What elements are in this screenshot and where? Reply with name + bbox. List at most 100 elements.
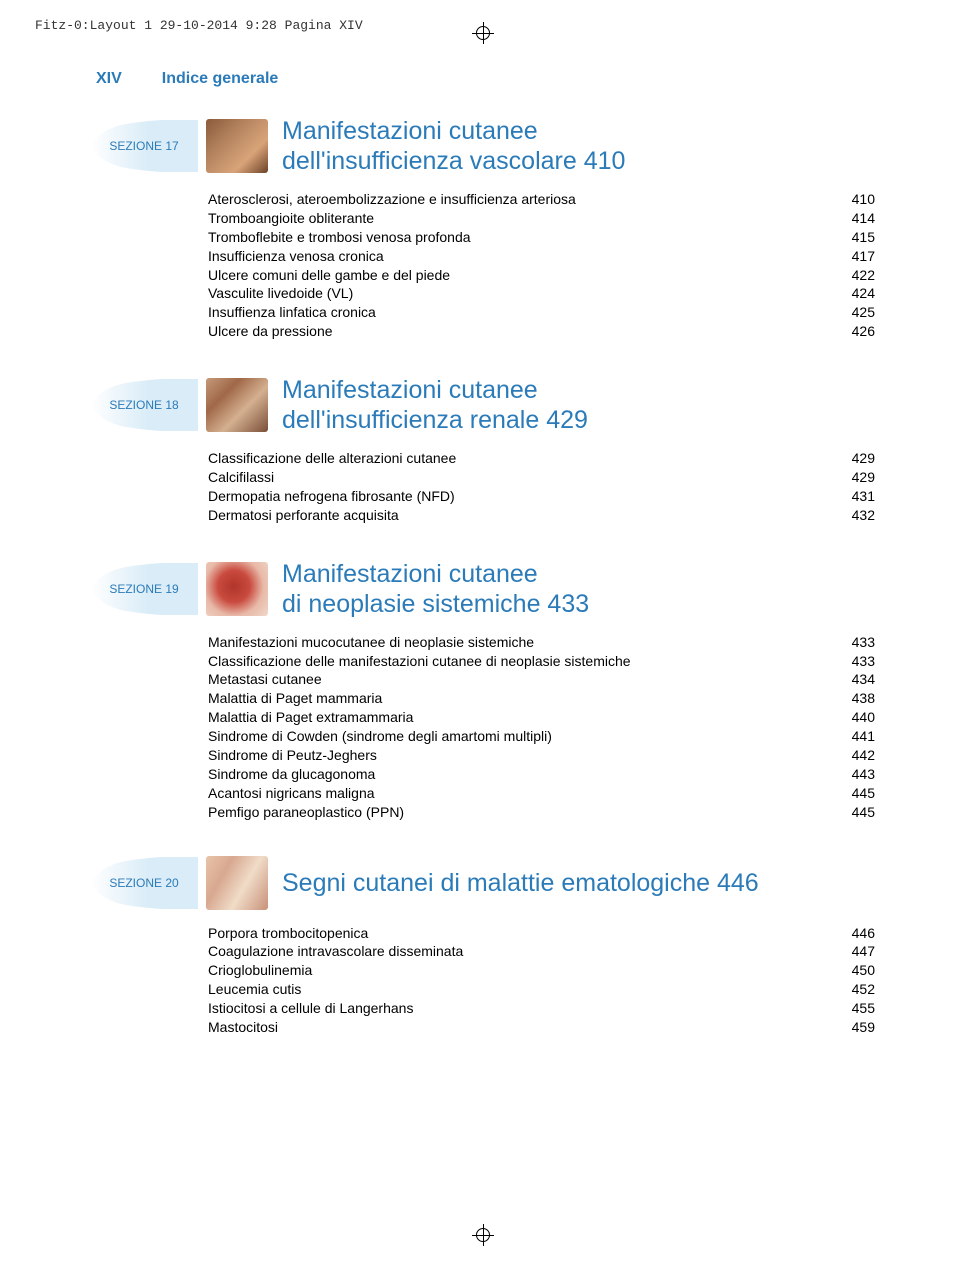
toc-item-label: Vasculite livedoide (VL) [208, 284, 835, 303]
toc-row: Insufficienza venosa cronica417 [208, 247, 875, 266]
toc-item-label: Sindrome di Peutz-Jeghers [208, 746, 835, 765]
page-number: XIV [96, 70, 122, 88]
toc-list: Manifestazioni mucocutanee di neoplasie … [208, 633, 875, 822]
toc-item-label: Tromboangioite obliterante [208, 209, 835, 228]
section-title: Segni cutanei di malattie ematologiche 4… [282, 868, 759, 898]
section-thumbnail [206, 856, 268, 910]
toc-row: Aterosclerosi, ateroembolizzazione e ins… [208, 190, 875, 209]
crop-mark-top [472, 22, 494, 44]
toc-row: Classificazione delle manifestazioni cut… [208, 652, 875, 671]
toc-item-page: 433 [835, 633, 875, 652]
toc-item-label: Mastocitosi [208, 1018, 835, 1037]
toc-row: Insuffienza linfatica cronica425 [208, 303, 875, 322]
toc-list: Porpora trombocitopenica446Coagulazione … [208, 924, 875, 1037]
toc-item-label: Acantosi nigricans maligna [208, 784, 835, 803]
toc-item-page: 429 [835, 468, 875, 487]
section-head: SEZIONE 20 Segni cutanei di malattie emat… [90, 856, 875, 910]
toc-item-label: Tromboflebite e trombosi venosa profonda [208, 228, 835, 247]
toc-list: Aterosclerosi, ateroembolizzazione e ins… [208, 190, 875, 341]
toc-item-page: 440 [835, 708, 875, 727]
section-head: SEZIONE 19 Manifestazioni cutaneedi neopl… [90, 559, 875, 619]
sezione-tab: SEZIONE 18 [90, 379, 198, 431]
toc-row: Pemfigo paraneoplastico (PPN)445 [208, 803, 875, 822]
toc-item-label: Ulcere da pressione [208, 322, 835, 341]
toc-item-label: Metastasi cutanee [208, 670, 835, 689]
toc-item-page: 445 [835, 784, 875, 803]
sezione-label: SEZIONE 18 [109, 398, 178, 412]
toc-section: SEZIONE 18 Manifestazioni cutaneedell'ins… [90, 375, 875, 525]
toc-item-page: 442 [835, 746, 875, 765]
toc-item-label: Leucemia cutis [208, 980, 835, 999]
section-title: Manifestazioni cutaneedell'insufficienza… [282, 116, 625, 176]
toc-row: Malattia di Paget mammaria438 [208, 689, 875, 708]
toc-item-label: Malattia di Paget extramammaria [208, 708, 835, 727]
toc-item-page: 433 [835, 652, 875, 671]
toc-row: Malattia di Paget extramammaria440 [208, 708, 875, 727]
print-header-meta: Fitz-0:Layout 1 29-10-2014 9:28 Pagina X… [35, 18, 363, 33]
page-title: Indice generale [162, 70, 279, 88]
section-title: Manifestazioni cutaneedell'insufficienza… [282, 375, 588, 435]
toc-row: Metastasi cutanee434 [208, 670, 875, 689]
toc-item-page: 431 [835, 487, 875, 506]
toc-row: Coagulazione intravascolare disseminata4… [208, 942, 875, 961]
toc-item-label: Ulcere comuni delle gambe e del piede [208, 266, 835, 285]
toc-row: Sindrome di Peutz-Jeghers442 [208, 746, 875, 765]
sezione-tab: SEZIONE 19 [90, 563, 198, 615]
toc-item-page: 424 [835, 284, 875, 303]
toc-item-label: Insuffienza linfatica cronica [208, 303, 835, 322]
toc-row: Calcifilassi429 [208, 468, 875, 487]
toc-item-label: Malattia di Paget mammaria [208, 689, 835, 708]
toc-item-label: Classificazione delle alterazioni cutane… [208, 449, 835, 468]
toc-row: Vasculite livedoide (VL)424 [208, 284, 875, 303]
toc-item-page: 445 [835, 803, 875, 822]
section-head: SEZIONE 18 Manifestazioni cutaneedell'ins… [90, 375, 875, 435]
toc-item-page: 443 [835, 765, 875, 784]
toc-item-page: 446 [835, 924, 875, 943]
toc-row: Dermatosi perforante acquisita432 [208, 506, 875, 525]
sezione-tab: SEZIONE 17 [90, 120, 198, 172]
toc-row: Crioglobulinemia450 [208, 961, 875, 980]
toc-row: Sindrome di Cowden (sindrome degli amart… [208, 727, 875, 746]
sezione-label: SEZIONE 19 [109, 582, 178, 596]
toc-row: Tromboangioite obliterante414 [208, 209, 875, 228]
section-thumbnail [206, 562, 268, 616]
sezione-tab: SEZIONE 20 [90, 857, 198, 909]
toc-item-page: 417 [835, 247, 875, 266]
toc-item-label: Classificazione delle manifestazioni cut… [208, 652, 835, 671]
toc-row: Leucemia cutis452 [208, 980, 875, 999]
section-head: SEZIONE 17 Manifestazioni cutaneedell'ins… [90, 116, 875, 176]
toc-item-page: 422 [835, 266, 875, 285]
toc-row: Classificazione delle alterazioni cutane… [208, 449, 875, 468]
toc-item-label: Crioglobulinemia [208, 961, 835, 980]
toc-item-label: Manifestazioni mucocutanee di neoplasie … [208, 633, 835, 652]
toc-row: Istiocitosi a cellule di Langerhans455 [208, 999, 875, 1018]
toc-item-label: Sindrome di Cowden (sindrome degli amart… [208, 727, 835, 746]
toc-item-page: 434 [835, 670, 875, 689]
toc-item-page: 450 [835, 961, 875, 980]
toc-item-label: Porpora trombocitopenica [208, 924, 835, 943]
toc-row: Manifestazioni mucocutanee di neoplasie … [208, 633, 875, 652]
section-thumbnail [206, 119, 268, 173]
toc-item-label: Pemfigo paraneoplastico (PPN) [208, 803, 835, 822]
toc-item-page: 455 [835, 999, 875, 1018]
toc-item-page: 414 [835, 209, 875, 228]
section-title: Manifestazioni cutaneedi neoplasie siste… [282, 559, 589, 619]
section-thumbnail [206, 378, 268, 432]
toc-section: SEZIONE 20 Segni cutanei di malattie emat… [90, 856, 875, 1037]
toc-item-label: Dermatosi perforante acquisita [208, 506, 835, 525]
toc-item-page: 425 [835, 303, 875, 322]
toc-item-page: 415 [835, 228, 875, 247]
toc-item-page: 429 [835, 449, 875, 468]
toc-item-page: 441 [835, 727, 875, 746]
toc-row: Mastocitosi459 [208, 1018, 875, 1037]
toc-row: Porpora trombocitopenica446 [208, 924, 875, 943]
toc-item-page: 410 [835, 190, 875, 209]
toc-row: Sindrome da glucagonoma443 [208, 765, 875, 784]
toc-item-page: 426 [835, 322, 875, 341]
toc-item-page: 447 [835, 942, 875, 961]
toc-item-label: Sindrome da glucagonoma [208, 765, 835, 784]
toc-section: SEZIONE 19 Manifestazioni cutaneedi neopl… [90, 559, 875, 822]
sezione-label: SEZIONE 17 [109, 139, 178, 153]
crop-mark-bottom [472, 1224, 494, 1246]
toc-row: Acantosi nigricans maligna445 [208, 784, 875, 803]
